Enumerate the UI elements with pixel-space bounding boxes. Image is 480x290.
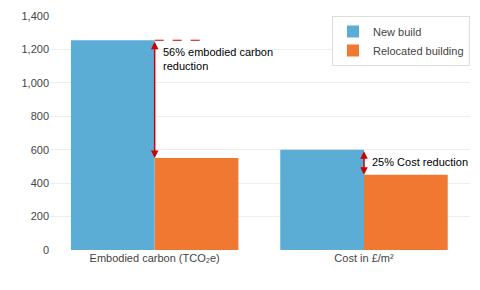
svg-text:600: 600: [31, 144, 49, 156]
svg-text:200: 200: [31, 210, 49, 222]
svg-text:1,400: 1,400: [21, 10, 49, 22]
svg-text:1,200: 1,200: [21, 43, 49, 55]
svg-text:0: 0: [43, 244, 49, 256]
svg-text:Cost in £/m²: Cost in £/m²: [334, 252, 394, 264]
svg-text:New build: New build: [373, 26, 421, 38]
svg-text:400: 400: [31, 177, 49, 189]
svg-text:56% embodied carbonreduction: 56% embodied carbonreduction: [163, 46, 273, 72]
svg-text:Relocated building: Relocated building: [373, 45, 464, 57]
svg-text:1,000: 1,000: [21, 77, 49, 89]
svg-text:Embodied carbon (TCO₂e): Embodied carbon (TCO₂e): [90, 252, 220, 264]
svg-text:800: 800: [31, 110, 49, 122]
svg-text:25% Cost reduction: 25% Cost reduction: [372, 156, 468, 168]
